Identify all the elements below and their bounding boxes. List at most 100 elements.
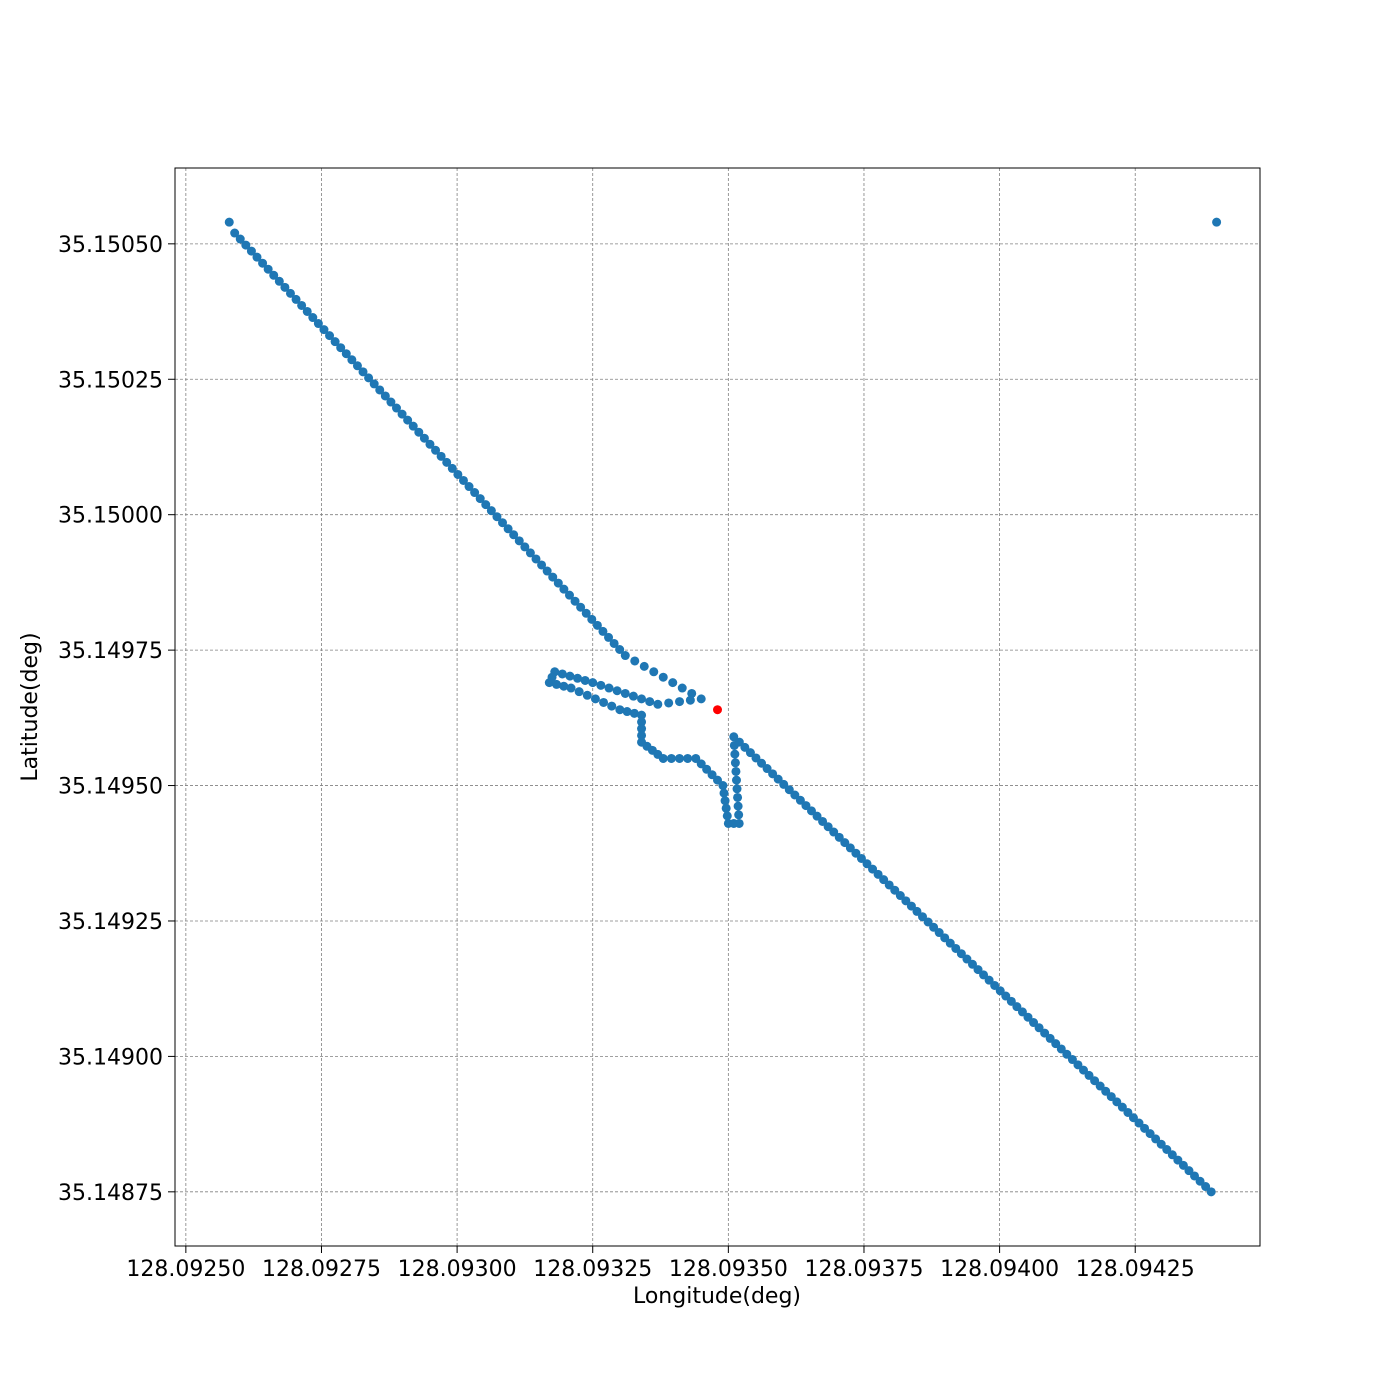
- data-point: [675, 753, 685, 763]
- data-point: [609, 638, 619, 648]
- data-point: [408, 421, 418, 431]
- data-point: [649, 667, 659, 677]
- data-point: [637, 710, 647, 720]
- data-point: [564, 590, 574, 600]
- data-point: [431, 445, 441, 455]
- data-point: [696, 694, 706, 704]
- data-point: [380, 391, 390, 401]
- data-point: [364, 373, 374, 383]
- data-point: [668, 678, 678, 688]
- x-tick-label: 128.09425: [1076, 1257, 1195, 1282]
- data-point: [263, 264, 273, 274]
- data-point: [442, 457, 452, 467]
- data-point: [718, 781, 728, 791]
- y-axis-label: Latitude(deg): [18, 632, 43, 781]
- data-point: [637, 694, 647, 704]
- data-point: [302, 306, 312, 316]
- data-point: [598, 626, 608, 636]
- axis-ticks: 128.09250 128.09275 128.09300 128.09325 128.…: [58, 233, 1195, 1282]
- data-point: [637, 724, 647, 734]
- data-point: [503, 524, 513, 534]
- data-point: [653, 699, 663, 709]
- data-point: [592, 620, 602, 630]
- data-point: [252, 252, 262, 262]
- data-point: [628, 691, 638, 701]
- y-tick-label: 35.14975: [58, 639, 163, 664]
- data-point: [531, 554, 541, 564]
- data-point: [280, 282, 290, 292]
- data-point: [620, 688, 630, 698]
- data-point: [313, 319, 323, 329]
- data-point: [604, 632, 614, 642]
- data-point: [604, 683, 614, 693]
- data-point: [375, 385, 385, 395]
- data-point: [235, 234, 245, 244]
- x-tick-label: 128.09275: [262, 1257, 381, 1282]
- data-point: [230, 228, 240, 238]
- data-point: [732, 784, 742, 794]
- data-point: [514, 536, 524, 546]
- data-point: [559, 681, 569, 691]
- data-point: [308, 313, 318, 323]
- data-point: [458, 475, 468, 485]
- data-point: [436, 451, 446, 461]
- x-tick-label: 128.09250: [126, 1257, 245, 1282]
- data-point: [481, 500, 491, 510]
- y-tick-label: 35.14875: [58, 1181, 163, 1206]
- data-point: [576, 602, 586, 612]
- data-point: [297, 300, 307, 310]
- data-point: [336, 343, 346, 353]
- data-point: [544, 678, 554, 688]
- data-point: [386, 397, 396, 407]
- data-point: [391, 403, 401, 413]
- data-point: [537, 560, 547, 570]
- data-point: [590, 694, 600, 704]
- data-point: [258, 258, 268, 268]
- data-point: [599, 697, 609, 707]
- data-point: [419, 433, 429, 443]
- data-point: [1206, 1187, 1216, 1197]
- data-point: [629, 708, 639, 718]
- data-point: [677, 683, 687, 693]
- data-point: [291, 294, 301, 304]
- data-point: [683, 753, 693, 763]
- data-point: [557, 669, 567, 679]
- data-point: [520, 542, 530, 552]
- data-point: [553, 578, 563, 588]
- data-point: [675, 697, 685, 707]
- data-point: [498, 518, 508, 528]
- y-tick-label: 35.15025: [58, 368, 163, 393]
- data-point: [582, 690, 592, 700]
- data-point: [587, 614, 597, 624]
- plot-frame: [174, 167, 1261, 1247]
- data-point: [658, 672, 668, 682]
- data-point: [352, 361, 362, 371]
- data-point: [447, 463, 457, 473]
- data-point: [414, 427, 424, 437]
- x-tick-label: 128.09325: [533, 1257, 652, 1282]
- data-point: [637, 717, 647, 727]
- data-point: [470, 488, 480, 498]
- scatter-points: [224, 217, 1222, 1197]
- data-point: [330, 337, 340, 347]
- data-point: [734, 818, 744, 828]
- y-tick-label: 35.14925: [58, 910, 163, 935]
- data-point: [509, 530, 519, 540]
- data-point: [525, 548, 535, 558]
- data-point: [637, 730, 647, 740]
- data-point: [246, 246, 256, 256]
- data-point: [615, 705, 625, 715]
- data-point: [565, 671, 575, 681]
- data-point: [475, 494, 485, 504]
- data-point: [274, 276, 284, 286]
- x-tick-label: 128.09400: [940, 1257, 1059, 1282]
- x-tick-label: 128.09375: [804, 1257, 923, 1282]
- data-point: [574, 687, 584, 697]
- data-point: [552, 679, 562, 689]
- data-point: [731, 766, 741, 776]
- data-point: [425, 439, 435, 449]
- data-point: [566, 683, 576, 693]
- data-point: [658, 753, 668, 763]
- y-tick-label: 35.14950: [58, 775, 163, 800]
